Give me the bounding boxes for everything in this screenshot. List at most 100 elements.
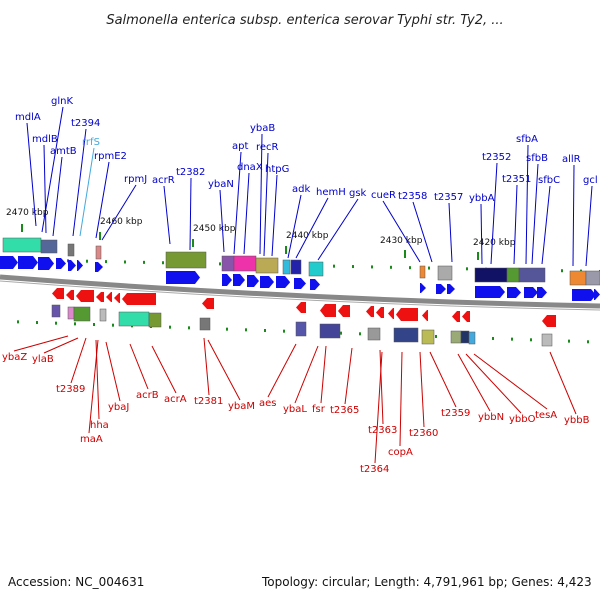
gene-label-ybbO[interactable]: ybbO: [509, 414, 536, 425]
gene-label-glnK[interactable]: glnK: [51, 96, 73, 107]
forward-strand-arrow: [436, 284, 446, 294]
gene-leader-line: [72, 128, 87, 237]
gene-label-rpmE2[interactable]: rpmE2: [94, 151, 127, 162]
gene-leader-line: [320, 345, 327, 404]
gene-leader-line: [531, 163, 539, 265]
minor-tick: [55, 321, 57, 325]
gene-label-apt[interactable]: apt: [232, 141, 248, 152]
gene-label-amtB[interactable]: amtB: [50, 146, 77, 157]
minor-tick: [530, 338, 532, 342]
gene-label-sfbC[interactable]: sfbC: [538, 175, 560, 186]
gene-label-sfbB[interactable]: sfbB: [526, 153, 548, 164]
minor-tick: [74, 322, 76, 326]
gene-label-recR[interactable]: recR: [256, 142, 279, 153]
gene-label-ybbA[interactable]: ybbA: [469, 193, 495, 204]
gene-feature-box: [99, 308, 107, 322]
gene-label-t2394[interactable]: t2394: [71, 118, 100, 129]
gene-leader-line: [572, 164, 575, 267]
gene-label-t2364[interactable]: t2364: [360, 464, 389, 475]
gene-label-ybaM[interactable]: ybaM: [228, 401, 255, 412]
gene-label-ybaJ[interactable]: ybaJ: [108, 402, 129, 413]
minor-tick: [587, 340, 589, 344]
gene-leader-line: [263, 152, 269, 257]
gene-label-t2381[interactable]: t2381: [194, 396, 223, 407]
gene-leader-line: [13, 335, 69, 352]
gene-label-ybbB[interactable]: ybbB: [564, 415, 590, 426]
gene-label-acrR[interactable]: acrR: [152, 175, 175, 186]
gene-feature-box: [199, 317, 211, 331]
gene-label-ybaB[interactable]: ybaB: [250, 123, 275, 134]
minor-tick: [86, 259, 88, 263]
minor-tick: [511, 337, 513, 341]
gene-label-cueR[interactable]: cueR: [371, 190, 396, 201]
gene-label-ybaZ[interactable]: ybaZ: [2, 352, 27, 363]
minor-tick: [17, 320, 19, 324]
gene-label-acrA[interactable]: acrA: [164, 394, 187, 405]
minor-tick: [435, 334, 437, 338]
gene-leader-line: [480, 203, 483, 265]
forward-strand-arrow: [507, 287, 521, 298]
gene-label-mdlB[interactable]: mdlB: [32, 134, 58, 145]
gene-leader-line: [465, 353, 522, 414]
gene-label-hemH[interactable]: hemH: [316, 187, 346, 198]
gene-label-maA[interactable]: maA: [80, 434, 103, 445]
gene-feature-box: [506, 267, 520, 283]
forward-strand-arrow: [310, 279, 320, 290]
gene-label-adk[interactable]: adk: [292, 184, 310, 195]
gene-label-acrB[interactable]: acrB: [136, 390, 159, 401]
gene-feature-box: [474, 267, 508, 283]
forward-strand-arrow: [537, 287, 547, 298]
gene-leader-line: [419, 351, 425, 428]
minor-tick: [112, 323, 114, 327]
gene-label-ylaB[interactable]: ylaB: [32, 354, 54, 365]
gene-label-t2360[interactable]: t2360: [409, 428, 438, 439]
backbone-shadow: [0, 280, 600, 311]
reverse-strand-arrow: [422, 310, 428, 321]
gene-label-t2365[interactable]: t2365: [330, 405, 359, 416]
gene-label-t2382[interactable]: t2382: [176, 167, 205, 178]
gene-label-gsk[interactable]: gsk: [349, 188, 367, 199]
gene-label-allR[interactable]: allR: [562, 154, 581, 165]
minor-tick: [169, 325, 171, 329]
gene-label-t2389[interactable]: t2389: [56, 384, 85, 395]
gene-leader-line: [399, 351, 403, 447]
gene-label-gcl[interactable]: gcl: [583, 175, 598, 186]
gene-leader-line: [259, 133, 263, 255]
minor-tick: [390, 265, 392, 269]
gene-label-ybaL[interactable]: ybaL: [283, 404, 307, 415]
minor-tick: [226, 327, 228, 331]
gene-leader-line: [382, 200, 421, 263]
gene-label-t2351[interactable]: t2351: [502, 174, 531, 185]
forward-strand-arrow: [233, 274, 245, 286]
minor-tick: [283, 329, 285, 333]
gene-label-copA[interactable]: copA: [388, 447, 413, 458]
gene-label-aes[interactable]: aes: [259, 398, 277, 409]
minor-tick: [245, 328, 247, 332]
forward-strand-arrow: [572, 289, 596, 301]
reverse-strand-arrow: [106, 292, 112, 302]
map-title: Salmonella enterica subsp. enterica sero…: [106, 13, 503, 28]
gene-feature-box: [118, 311, 150, 327]
gene-label-ybbN[interactable]: ybbN: [478, 412, 504, 423]
gene-label-t2357[interactable]: t2357: [434, 192, 463, 203]
gene-label-rrfS[interactable]: rrfS: [82, 137, 100, 148]
gene-label-rpmJ[interactable]: rpmJ: [124, 174, 147, 185]
gene-label-sfbA[interactable]: sfbA: [516, 134, 538, 145]
gene-leader-line: [203, 337, 210, 396]
gene-label-t2352[interactable]: t2352: [482, 152, 511, 163]
gene-label-fsr[interactable]: fsr: [312, 404, 326, 415]
gene-label-t2363[interactable]: t2363: [368, 425, 397, 436]
gene-label-t2358[interactable]: t2358: [398, 191, 427, 202]
reverse-strand-arrow: [462, 311, 470, 322]
gene-label-htpG[interactable]: htpG: [265, 164, 289, 175]
gene-label-mdlA[interactable]: mdlA: [15, 112, 41, 123]
gene-label-tesA[interactable]: tesA: [535, 410, 557, 421]
gene-label-dnaX[interactable]: dnaX: [237, 162, 263, 173]
forward-strand-arrow: [166, 271, 200, 284]
gene-label-t2359[interactable]: t2359: [441, 408, 470, 419]
minor-tick: [466, 267, 468, 271]
minor-tick: [188, 326, 190, 330]
gene-label-ybaN[interactable]: ybaN: [208, 179, 234, 190]
gene-leader-line: [448, 202, 453, 263]
gene-label-hha[interactable]: hha: [90, 420, 109, 431]
